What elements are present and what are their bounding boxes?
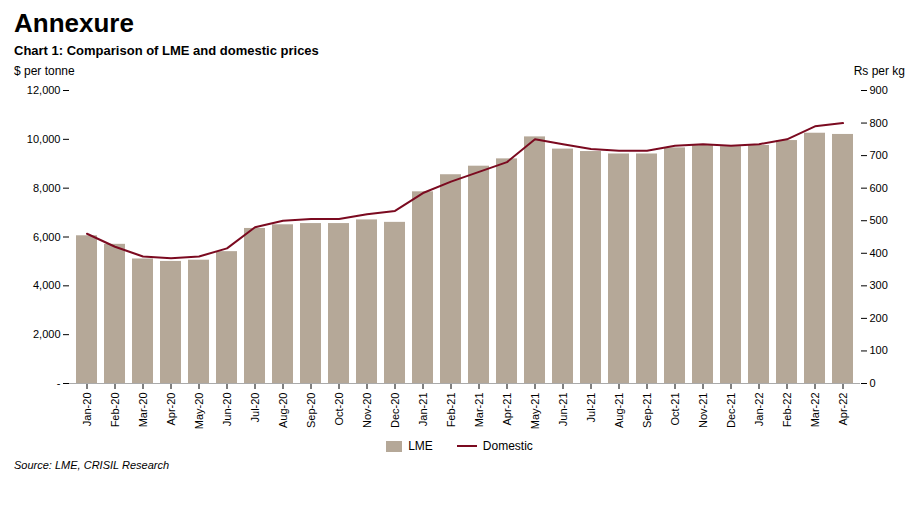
svg-text:Feb-21: Feb-21 [445,393,457,428]
svg-text:900: 900 [870,84,888,96]
svg-text:500: 500 [870,214,888,226]
html-text:LME: LME [408,439,433,453]
svg-text:Jul-20: Jul-20 [249,393,261,423]
svg-text:Sep-21: Sep-21 [641,393,653,428]
svg-text:Nov-20: Nov-20 [361,393,373,428]
svg-text:Mar-21: Mar-21 [473,393,485,428]
svg-text:Apr-22: Apr-22 [837,393,849,426]
svg-text:600: 600 [870,182,888,194]
svg-text:Nov-21: Nov-21 [697,393,709,428]
svg-text:10,000: 10,000 [27,133,61,145]
svg-text:Apr-20: Apr-20 [165,393,177,426]
html-text:Source: LME, CRISIL Research: Source: LME, CRISIL Research [14,459,170,471]
svg-text:0: 0 [870,377,876,389]
svg-text:Feb-20: Feb-20 [109,393,121,428]
svg-text:-: - [57,377,61,389]
svg-text:Apr-21: Apr-21 [501,393,513,426]
svg-text:Sep-20: Sep-20 [305,393,317,428]
svg-text:Jun-21: Jun-21 [557,393,569,427]
svg-text:12,000: 12,000 [27,84,61,96]
svg-text:Mar-22: Mar-22 [809,393,821,428]
svg-text:300: 300 [870,279,888,291]
svg-text:Feb-22: Feb-22 [781,393,793,428]
svg-text:6,000: 6,000 [33,231,61,243]
svg-text:8,000: 8,000 [33,182,61,194]
svg-text:Aug-21: Aug-21 [613,393,625,428]
svg-text:Jan-21: Jan-21 [417,393,429,427]
svg-text:Mar-20: Mar-20 [137,393,149,428]
svg-text:2,000: 2,000 [33,328,61,340]
html-text:Annexure: Annexure [14,8,134,38]
svg-text:Jan-22: Jan-22 [753,393,765,427]
svg-text:Oct-21: Oct-21 [669,393,681,426]
svg-text:Oct-20: Oct-20 [333,393,345,426]
html-text:Domestic: Domestic [482,439,533,453]
html-text:$ per tonne: $ per tonne [14,64,75,78]
svg-text:Jan-20: Jan-20 [81,393,93,427]
svg-text:May-20: May-20 [193,393,205,430]
svg-text:700: 700 [870,149,888,161]
svg-text:400: 400 [870,247,888,259]
svg-text:Dec-20: Dec-20 [389,393,401,428]
svg-text:800: 800 [870,117,888,129]
svg-text:May-21: May-21 [529,393,541,430]
svg-text:200: 200 [870,312,888,324]
html-text:Chart 1: Comparison of LME and: Chart 1: Comparison of LME and domestic … [14,43,319,58]
html-text:Rs per kg: Rs per kg [853,64,905,78]
svg-text:Jun-20: Jun-20 [221,393,233,427]
svg-text:Dec-21: Dec-21 [725,393,737,428]
svg-text:Aug-20: Aug-20 [277,393,289,428]
svg-text:Jul-21: Jul-21 [585,393,597,423]
svg-text:100: 100 [870,344,888,356]
svg-text:4,000: 4,000 [33,279,61,291]
